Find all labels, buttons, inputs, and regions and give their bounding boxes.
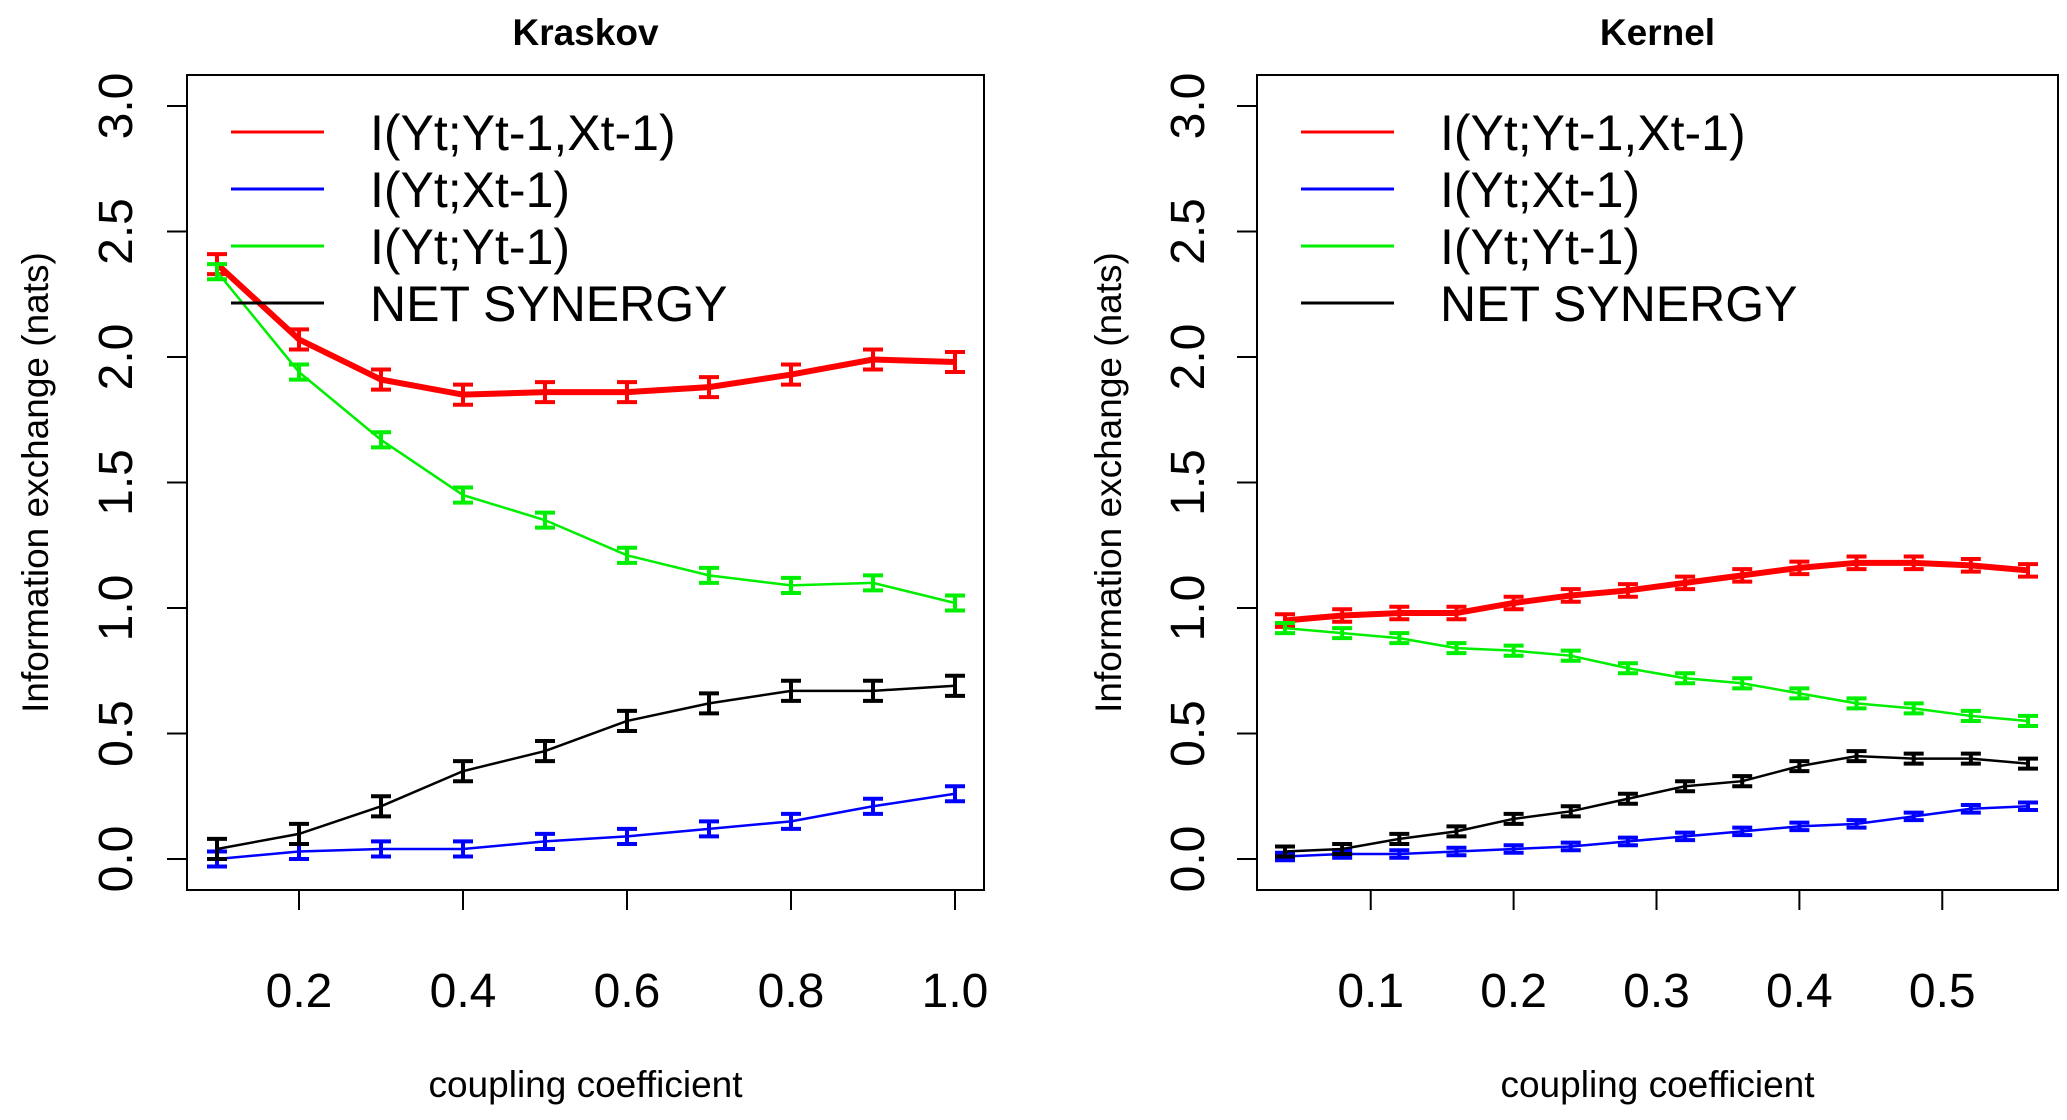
x-tick-label: 1.0	[922, 965, 989, 1018]
series-1	[1275, 800, 2038, 863]
series-3	[1275, 749, 2038, 859]
series-line	[1284, 559, 2029, 624]
y-tick-label: 3.0	[1162, 73, 1215, 140]
y-tick-label: 2.5	[90, 198, 143, 265]
y-tick-label: 0.0	[1162, 826, 1215, 893]
x-tick-label: 0.3	[1623, 965, 1690, 1018]
series-line	[216, 792, 956, 861]
y-tick-label: 1.5	[1162, 449, 1215, 516]
series-line	[214, 261, 956, 398]
x-tick-label: 0.2	[266, 965, 333, 1018]
x-tick-label: 0.6	[594, 965, 661, 1018]
y-tick-label: 0.5	[1162, 700, 1215, 767]
series-line	[1284, 754, 2029, 853]
x-axis-label: coupling coefficient	[1500, 1064, 1815, 1105]
x-tick-label: 0.2	[1480, 965, 1547, 1018]
series-line	[216, 684, 956, 851]
y-tick-label: 0.0	[90, 826, 143, 893]
y-tick-label: 2.5	[1162, 198, 1215, 265]
series-2	[207, 262, 965, 613]
plot-frame	[1256, 74, 2059, 891]
legend-label: I(Yt;Yt-1)	[1440, 219, 1640, 275]
legend-label: I(Yt;Yt-1,Xt-1)	[370, 105, 676, 161]
y-tick-label: 1.0	[1162, 575, 1215, 642]
x-tick-label: 0.4	[1766, 965, 1833, 1018]
y-tick-label: 1.5	[90, 449, 143, 516]
legend-label: I(Yt;Yt-1,Xt-1)	[1440, 105, 1746, 161]
x-tick-label: 0.8	[758, 965, 825, 1018]
y-tick-label: 3.0	[90, 73, 143, 140]
y-axis-label: Information exchange (nats)	[1088, 252, 1129, 713]
x-tick-label: 0.4	[430, 965, 497, 1018]
chart-title: Kernel	[1600, 12, 1715, 53]
y-tick-label: 0.5	[90, 700, 143, 767]
x-tick-label: 0.5	[1909, 965, 1976, 1018]
legend-label: NET SYNERGY	[370, 276, 728, 332]
series-line	[1284, 626, 2029, 723]
plot-frame	[186, 74, 985, 891]
x-tick-label: 0.1	[1337, 965, 1404, 1018]
y-tick-label: 2.0	[90, 324, 143, 391]
y-tick-label: 1.0	[90, 575, 143, 642]
chart-panel-kernel: Kernel coupling coefficient Information ex…	[1088, 12, 2059, 1105]
series-2	[1275, 621, 2038, 728]
series-line	[216, 270, 956, 605]
series-3	[207, 673, 965, 861]
chart-panel-kraskov: Kraskov coupling coefficient Information e…	[15, 12, 988, 1105]
legend-label: I(Yt;Xt-1)	[370, 162, 570, 218]
chart-title: Kraskov	[512, 12, 658, 53]
y-tick-label: 2.0	[1162, 324, 1215, 391]
legend-label: I(Yt;Yt-1)	[370, 219, 570, 275]
series-line	[1284, 805, 2029, 858]
legend-label: I(Yt;Xt-1)	[1440, 162, 1640, 218]
legend-label: NET SYNERGY	[1440, 276, 1798, 332]
x-axis-label: coupling coefficient	[428, 1064, 743, 1105]
series-0	[1275, 554, 2038, 629]
y-axis-label: Information exchange (nats)	[15, 252, 56, 713]
